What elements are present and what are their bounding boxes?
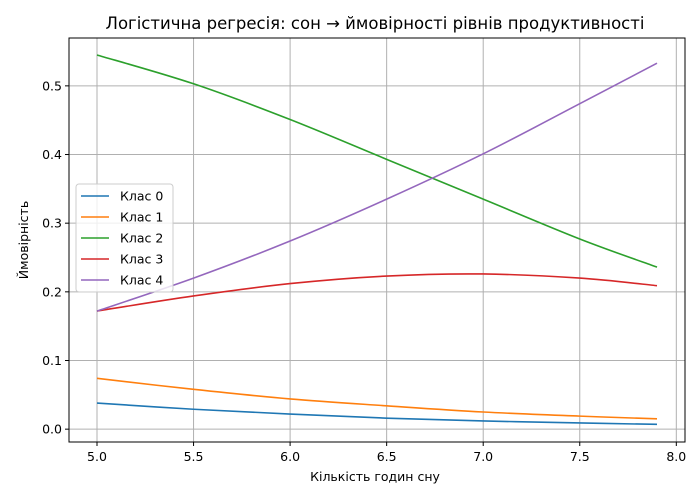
legend: Клас 0 Клас 1 Клас 2 Клас 3 Клас 4 — [75, 183, 174, 293]
x-tick-label: 8.0 — [666, 449, 686, 464]
y-tick-label: 0.2 — [42, 284, 62, 299]
series-line-4 — [96, 62, 658, 312]
series-line-0 — [96, 402, 658, 426]
y-tick-label: 0.0 — [42, 422, 62, 437]
legend-box — [75, 183, 174, 293]
series-line-1 — [96, 377, 658, 420]
x-tick-label: 6.5 — [377, 449, 397, 464]
legend-label-4: Клас 4 — [120, 273, 163, 288]
x-tick-label: 6.0 — [280, 449, 300, 464]
plot-lines — [96, 54, 658, 426]
y-tick-label: 0.5 — [42, 78, 62, 93]
legend-label-3: Клас 3 — [120, 252, 163, 267]
y-tick-label: 0.1 — [42, 353, 62, 368]
x-axis-ticks: 5.0 5.5 6.0 6.5 7.0 7.5 8.0 — [87, 442, 686, 464]
y-axis-ticks: 0.0 0.1 0.2 0.3 0.4 0.5 — [42, 78, 69, 437]
series-line-3 — [96, 273, 658, 312]
x-axis-label: Кількість годин сну — [310, 469, 440, 484]
x-tick-label: 5.5 — [184, 449, 204, 464]
series-line-2 — [96, 54, 658, 268]
y-axis-label: Ймовірність — [16, 201, 31, 279]
chart-title: Логістична регресія: сон → ймовірності р… — [106, 14, 645, 33]
legend-label-0: Клас 0 — [120, 189, 163, 204]
x-tick-label: 5.0 — [87, 449, 107, 464]
plot-frame — [68, 37, 686, 443]
legend-label-2: Клас 2 — [120, 231, 163, 246]
legend-label-1: Клас 1 — [120, 210, 163, 225]
y-tick-label: 0.3 — [42, 216, 62, 231]
x-tick-label: 7.5 — [570, 449, 590, 464]
y-tick-label: 0.4 — [42, 147, 62, 162]
x-tick-label: 7.0 — [473, 449, 493, 464]
